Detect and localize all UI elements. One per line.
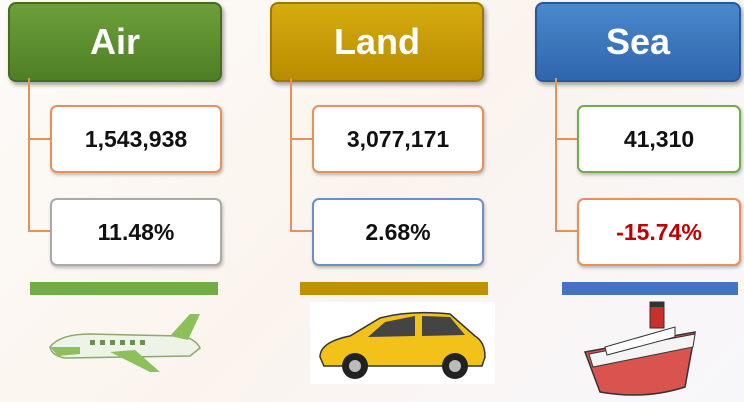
connector [555,138,577,140]
ship-icon [575,292,705,402]
connector [555,230,577,232]
plane-icon [30,302,210,382]
air-column: Air 1,543,938 11.48% [8,0,223,402]
car-icon [310,302,495,384]
change-box: 11.48% [50,198,222,266]
value-box: 3,077,171 [312,105,484,173]
column-title: Land [270,2,484,82]
connector [28,230,50,232]
sea-column: Sea 41,310 -15.74% [535,0,740,402]
change-box: 2.68% [312,198,484,266]
change-box: -15.74% [577,198,741,266]
color-bar [30,282,218,295]
land-column: Land 3,077,171 2.68% [270,0,485,402]
connector [290,138,312,140]
infographic: Air 1,543,938 11.48% Land 3,077,171 2.68… [0,0,744,402]
column-title: Air [8,2,222,82]
color-bar [300,282,488,295]
connector [555,78,557,232]
column-title: Sea [535,2,741,82]
connector [28,138,50,140]
connector [290,78,292,232]
value-box: 1,543,938 [50,105,222,173]
value-box: 41,310 [577,105,741,173]
connector [28,78,30,232]
connector [290,230,312,232]
